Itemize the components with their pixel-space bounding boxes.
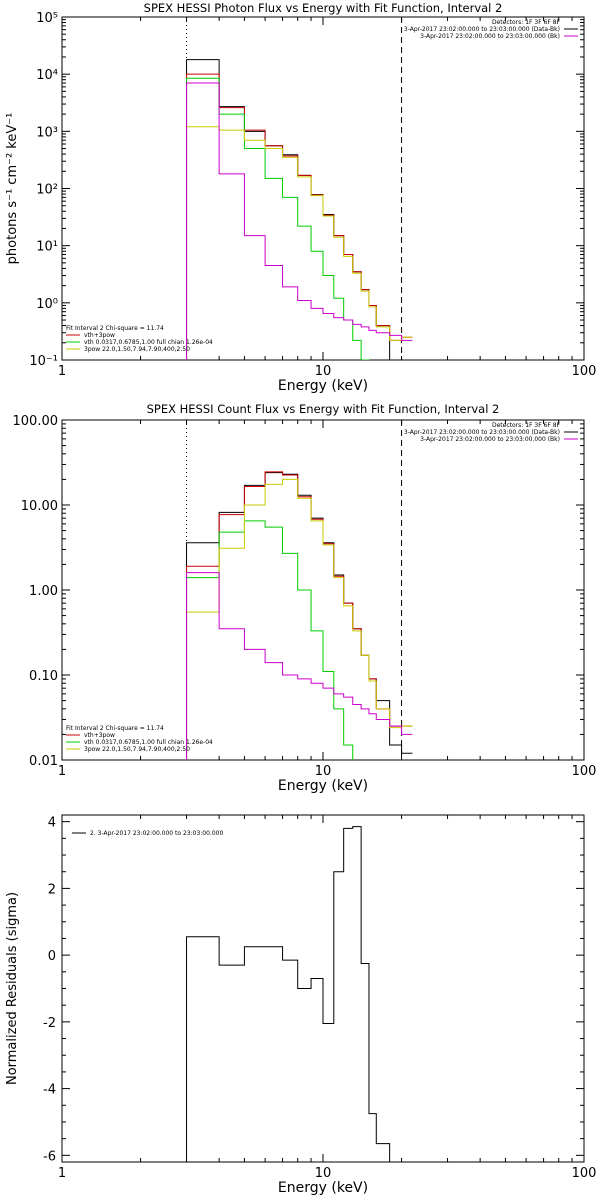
y-tick-label: -4 [43,1083,56,1098]
y-tick-label: 1.00 [29,584,58,599]
series-vth-line [186,520,354,760]
series-3pow-line [186,126,413,360]
x-tick-label: 10 [315,764,332,779]
x-tick-label: 10 [315,364,332,379]
series-group [186,826,402,1162]
series-data-bk-line [186,472,413,760]
y-tick-label: 10³ [36,125,58,140]
y-tick-label: -6 [43,1149,56,1164]
legend-bottom-left-text: vth 0.0317,0.6785,1.00 full chian 1.26e-… [84,339,213,346]
y-tick-label: 0.01 [29,754,58,769]
series-vth-3pow-line [186,73,413,360]
photon-flux-panel: SPEX HESSI Photon Flux vs Energy with Fi… [5,1,597,394]
y-tick-label: 0 [48,949,56,964]
x-axis-label: Energy (keV) [278,778,368,794]
count-flux-panel: SPEX HESSI Count Flux vs Energy with Fit… [13,402,597,794]
series-data-bk-line [186,59,403,360]
plot-frame [61,419,585,761]
x-tick-label: 1 [58,764,66,779]
y-tick-label: 10¹ [36,240,58,255]
legend-top-right-text: Detectors: 1F 3F 6F 8F [492,422,561,429]
x-tick-label: 100 [572,1166,597,1181]
y-tick-label: 4 [48,816,56,831]
y-tick-label: 10⁴ [36,68,58,83]
series-bk-line [186,82,413,360]
series-vth-line [186,77,370,360]
legend-bottom-left-text: vth+3pow [84,732,115,739]
y-tick-label: -2 [43,1016,56,1031]
series-vth-3pow-line [186,471,413,760]
chart-title: SPEX HESSI Count Flux vs Energy with Fit… [147,402,500,416]
series-residuals-line [186,826,402,1162]
legend-top-left-text: 2. 3-Apr-2017 23:02:00.000 to 23:03:00.0… [90,830,223,837]
legend-top-right-text: 3-Apr-2017 23:02:00.000 to 23:03:00.000 … [404,429,560,436]
chart-title: SPEX HESSI Photon Flux vs Energy with Fi… [144,1,503,15]
y-tick-label: 10⁵ [36,11,58,26]
legend-top-right-text: Detectors: 1F 3F 6F 8F [492,19,561,26]
legend-top-right-text: 3-Apr-2017 23:02:00.000 to 23:03:00.000 … [420,33,560,40]
legend-top-right-text: 3-Apr-2017 23:02:00.000 to 23:03:00.000 … [420,436,560,443]
y-axis-label: Normalized Residuals (sigma) [5,892,20,1085]
series-group [186,471,413,760]
series-3pow-line [186,478,413,760]
legend-bottom-left-text: vth+3pow [84,332,115,339]
y-tick-label: 100.00 [13,414,59,429]
y-tick-label: 10⁻¹ [29,354,58,369]
x-axis-label: Energy (keV) [278,1180,368,1196]
y-tick-label: 0.10 [29,669,58,684]
x-tick-label: 100 [572,364,597,379]
legend-top-right-text: 3-Apr-2017 23:02:00.000 to 23:03:00.000 … [404,26,560,33]
legend-bottom-left-text: 3pow 22.0,1.50,7.94,7.90,400,2.50 [84,346,190,353]
series-bk-line [186,572,413,760]
legend-bottom-left-text: Fit Interval 2 Chi-square = 11.74 [66,725,164,732]
y-tick-label: 10.00 [21,499,58,514]
x-tick-label: 100 [572,764,597,779]
legend-bottom-left-text: vth 0.0317,0.6785,1.00 full chian 1.26e-… [84,739,213,746]
y-tick-label: 10² [36,183,58,198]
residuals-panel: 1 10 100 Energy (keV) -6 -4 -2 0 2 4 Normalized Re… [5,814,597,1196]
x-axis-label: Energy (keV) [278,378,368,394]
series-group [186,59,413,360]
x-tick-label: 10 [315,1166,332,1181]
y-tick-label: 2 [48,882,56,897]
legend-bottom-left-text: Fit Interval 2 Chi-square = 11.74 [66,325,164,332]
x-tick-label: 1 [58,1166,66,1181]
y-axis-label: photons s⁻¹ cm⁻² keV⁻¹ [5,113,20,265]
y-tick-label: 10⁰ [36,297,58,312]
legend-bottom-left-text: 3pow 22.0,1.50,7.94,7.90,400,2.50 [84,746,190,753]
x-tick-label: 1 [58,364,66,379]
